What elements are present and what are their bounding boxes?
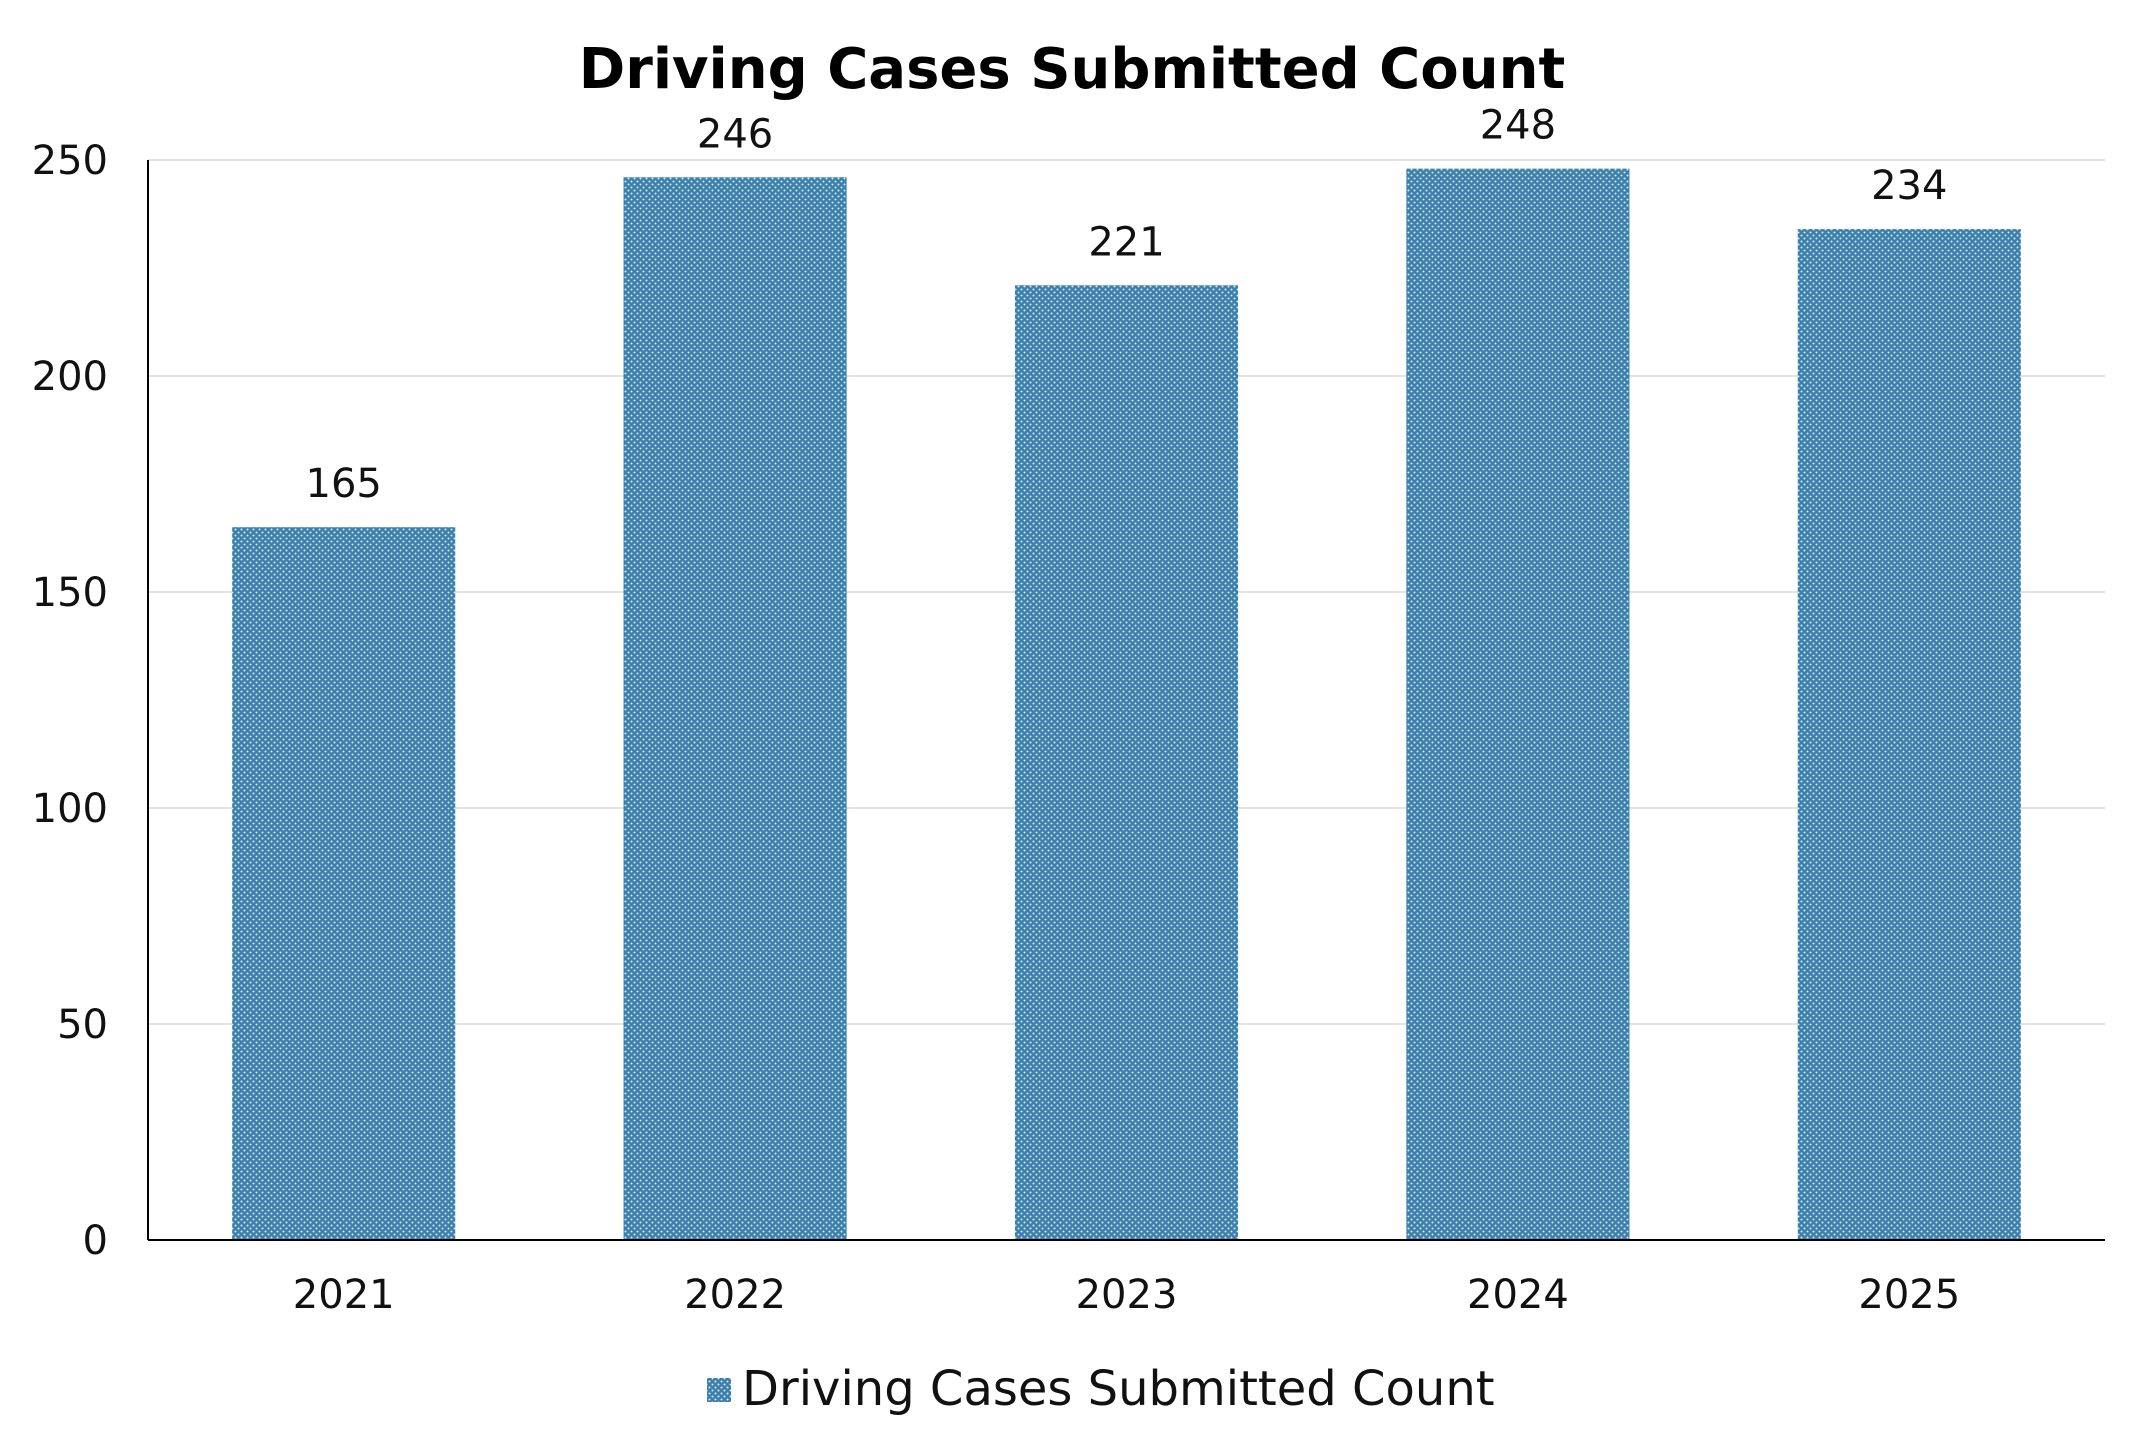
x-tick-labels: 2021 2022 2023 2024 2025 [293, 1272, 1960, 1318]
y-tick-labels: 0 50 100 150 200 250 [32, 138, 108, 1264]
x-tick-label: 2022 [684, 1272, 786, 1318]
y-tick-label: 100 [32, 786, 108, 832]
bar-2025 [1797, 229, 2021, 1240]
x-tick-label: 2021 [293, 1272, 395, 1318]
bar-2021 [232, 527, 456, 1240]
data-labels: 165 246 221 248 234 [306, 103, 1948, 508]
y-tick-label: 250 [32, 138, 108, 184]
x-tick-label: 2025 [1858, 1272, 1960, 1318]
legend-swatch [707, 1378, 731, 1402]
data-label-2025: 234 [1871, 163, 1947, 209]
data-label-2023: 221 [1088, 219, 1164, 265]
y-tick-label: 200 [32, 354, 108, 400]
bar-2024 [1406, 168, 1630, 1240]
bars [232, 168, 2021, 1240]
y-tick-label: 50 [57, 1002, 108, 1048]
y-tick-label: 150 [32, 570, 108, 616]
data-label-2024: 248 [1480, 103, 1556, 149]
x-tick-label: 2023 [1076, 1272, 1178, 1318]
axes [147, 160, 2105, 1241]
y-tick-label: 0 [83, 1218, 108, 1264]
bar-2023 [1014, 285, 1239, 1240]
bar-2022 [623, 177, 847, 1240]
data-label-2021: 165 [306, 461, 382, 507]
x-tick-label: 2024 [1467, 1272, 1569, 1318]
legend-label: Driving Cases Submitted Count [742, 1361, 1495, 1417]
chart-title: Driving Cases Submitted Count [579, 37, 1565, 102]
data-label-2022: 246 [697, 111, 773, 157]
legend: Driving Cases Submitted Count [707, 1361, 1495, 1417]
